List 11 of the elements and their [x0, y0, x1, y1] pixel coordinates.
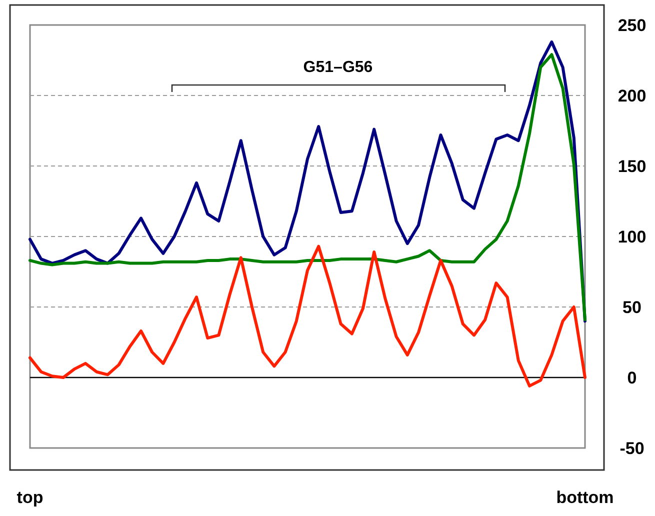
y-tick-label: -50 [620, 439, 644, 458]
annotation: G51–G56 [303, 59, 373, 76]
line-series [28, 244, 586, 388]
y-tick-label: 200 [618, 86, 646, 106]
y-tick-label: 250 [618, 16, 646, 35]
y-tick-label: 0 [627, 368, 637, 388]
x-tick-label: bottom [556, 488, 614, 507]
x-tick-label: top [16, 488, 44, 507]
y-tick-label: 50 [622, 298, 642, 317]
y-tick-label: 100 [618, 228, 646, 246]
y-tick-label: 150 [618, 157, 646, 176]
